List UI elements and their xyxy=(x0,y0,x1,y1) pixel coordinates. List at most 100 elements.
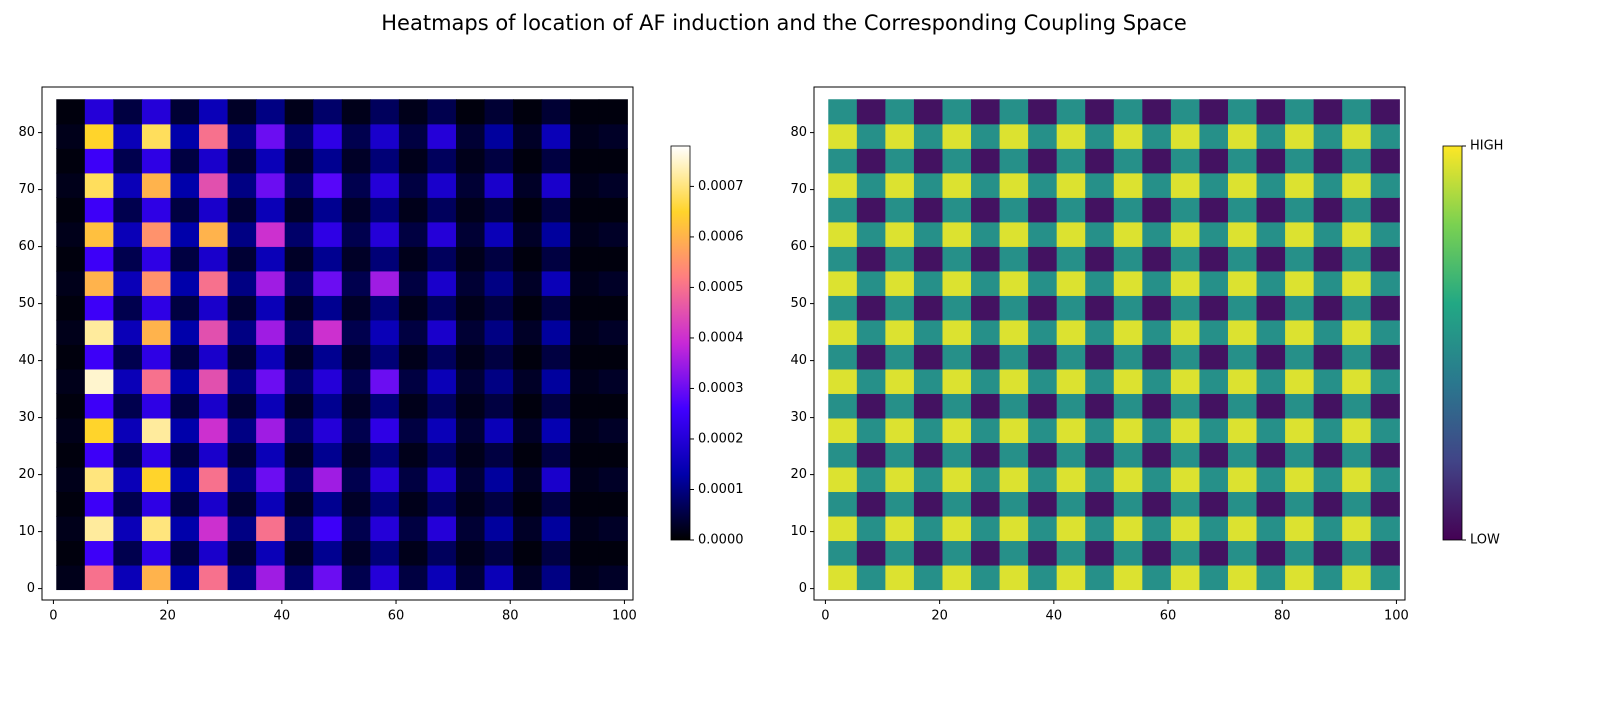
hex-cell xyxy=(1342,491,1372,517)
hex-cell xyxy=(227,442,257,468)
hex-cell xyxy=(513,123,543,149)
hex-cell xyxy=(1370,172,1400,198)
hex-cell xyxy=(141,246,172,272)
hex-cell xyxy=(942,344,972,370)
hex-cell xyxy=(113,344,143,370)
hex-cell xyxy=(141,221,172,247)
hex-cell xyxy=(856,221,886,247)
y-tick-label: 60 xyxy=(18,239,35,254)
hex-cell xyxy=(1085,172,1115,198)
hex-cell xyxy=(828,221,858,247)
hex-cell xyxy=(141,344,172,370)
hex-cell xyxy=(1227,368,1258,394)
hex-cell xyxy=(1199,221,1229,247)
hex-cell xyxy=(1085,221,1115,247)
hex-cell xyxy=(513,344,543,370)
hex-cell xyxy=(828,197,858,223)
hex-cell xyxy=(913,564,944,591)
hex-cell xyxy=(513,515,543,542)
hex-cell xyxy=(1313,270,1343,296)
hex-cell xyxy=(256,564,286,591)
hex-cell xyxy=(113,221,143,247)
hex-cell xyxy=(913,344,944,370)
hex-cell xyxy=(1028,197,1058,223)
hex-cell xyxy=(1028,270,1058,296)
hex-cell xyxy=(856,393,886,419)
hex-cell xyxy=(942,540,972,566)
hex-cell xyxy=(256,442,286,468)
hex-cell xyxy=(1256,491,1286,517)
hex-cell xyxy=(1028,417,1058,443)
hex-cell xyxy=(84,295,114,321)
hex-cell xyxy=(541,564,571,591)
hex-cell xyxy=(427,491,457,517)
y-tick-label: 80 xyxy=(18,125,35,140)
hex-cell xyxy=(1170,295,1201,321)
hex-cell xyxy=(1056,393,1086,419)
hex-cell xyxy=(971,344,1001,370)
hex-cell xyxy=(427,123,457,149)
hex-cell xyxy=(570,148,600,174)
hex-cell xyxy=(885,172,915,198)
hex-cell xyxy=(1113,99,1143,125)
hex-cell xyxy=(1113,270,1143,296)
hex-cell xyxy=(971,515,1001,542)
hex-cell xyxy=(484,344,514,370)
hex-cell xyxy=(455,295,486,321)
hex-cell xyxy=(1256,515,1286,542)
hex-cell xyxy=(484,564,514,591)
hex-cell xyxy=(227,393,257,419)
hex-cell xyxy=(398,197,429,223)
hex-cell xyxy=(1199,148,1229,174)
hex-cell xyxy=(84,393,114,419)
hex-cell xyxy=(913,319,944,345)
hex-cell xyxy=(484,172,514,198)
hex-cell xyxy=(541,540,571,566)
hex-cell xyxy=(1313,466,1343,493)
hex-cell xyxy=(971,442,1001,468)
hex-cell xyxy=(999,442,1029,468)
hex-cell xyxy=(141,99,172,125)
hex-cell xyxy=(598,172,628,198)
hex-cell xyxy=(1199,246,1229,272)
hex-cell xyxy=(398,148,429,174)
hex-cell xyxy=(828,172,858,198)
hex-cell xyxy=(1313,319,1343,345)
hex-cell xyxy=(56,99,86,125)
hex-cell xyxy=(1227,148,1258,174)
hex-cell xyxy=(113,564,143,591)
hex-cell xyxy=(598,270,628,296)
hex-cell xyxy=(856,540,886,566)
hex-cell xyxy=(1313,344,1343,370)
hex-cell xyxy=(313,246,343,272)
hex-cell xyxy=(999,172,1029,198)
hex-cell xyxy=(1142,99,1172,125)
hex-cell xyxy=(1256,344,1286,370)
hex-cell xyxy=(1370,197,1400,223)
hex-cell xyxy=(427,221,457,247)
hex-cell xyxy=(885,148,915,174)
hex-cell xyxy=(398,295,429,321)
hex-cell xyxy=(828,99,858,125)
hex-cell xyxy=(227,148,257,174)
hex-cell xyxy=(1170,172,1201,198)
hex-cell xyxy=(341,123,371,149)
hex-cell xyxy=(1256,540,1286,566)
hex-cell xyxy=(1170,393,1201,419)
hex-cell xyxy=(885,99,915,125)
hex-cell xyxy=(598,515,628,542)
hex-cell xyxy=(541,442,571,468)
hex-cell xyxy=(455,148,486,174)
hex-cell xyxy=(141,172,172,198)
hex-cell xyxy=(856,344,886,370)
hex-cell xyxy=(1028,295,1058,321)
hex-cell xyxy=(942,99,972,125)
x-tick-label: 40 xyxy=(1046,609,1063,624)
hex-cell xyxy=(1285,172,1315,198)
hex-cell xyxy=(1170,99,1201,125)
hex-cell xyxy=(828,540,858,566)
hex-cell xyxy=(199,319,229,345)
hex-cell xyxy=(856,123,886,149)
hex-cell xyxy=(1256,99,1286,125)
hex-cell xyxy=(570,319,600,345)
